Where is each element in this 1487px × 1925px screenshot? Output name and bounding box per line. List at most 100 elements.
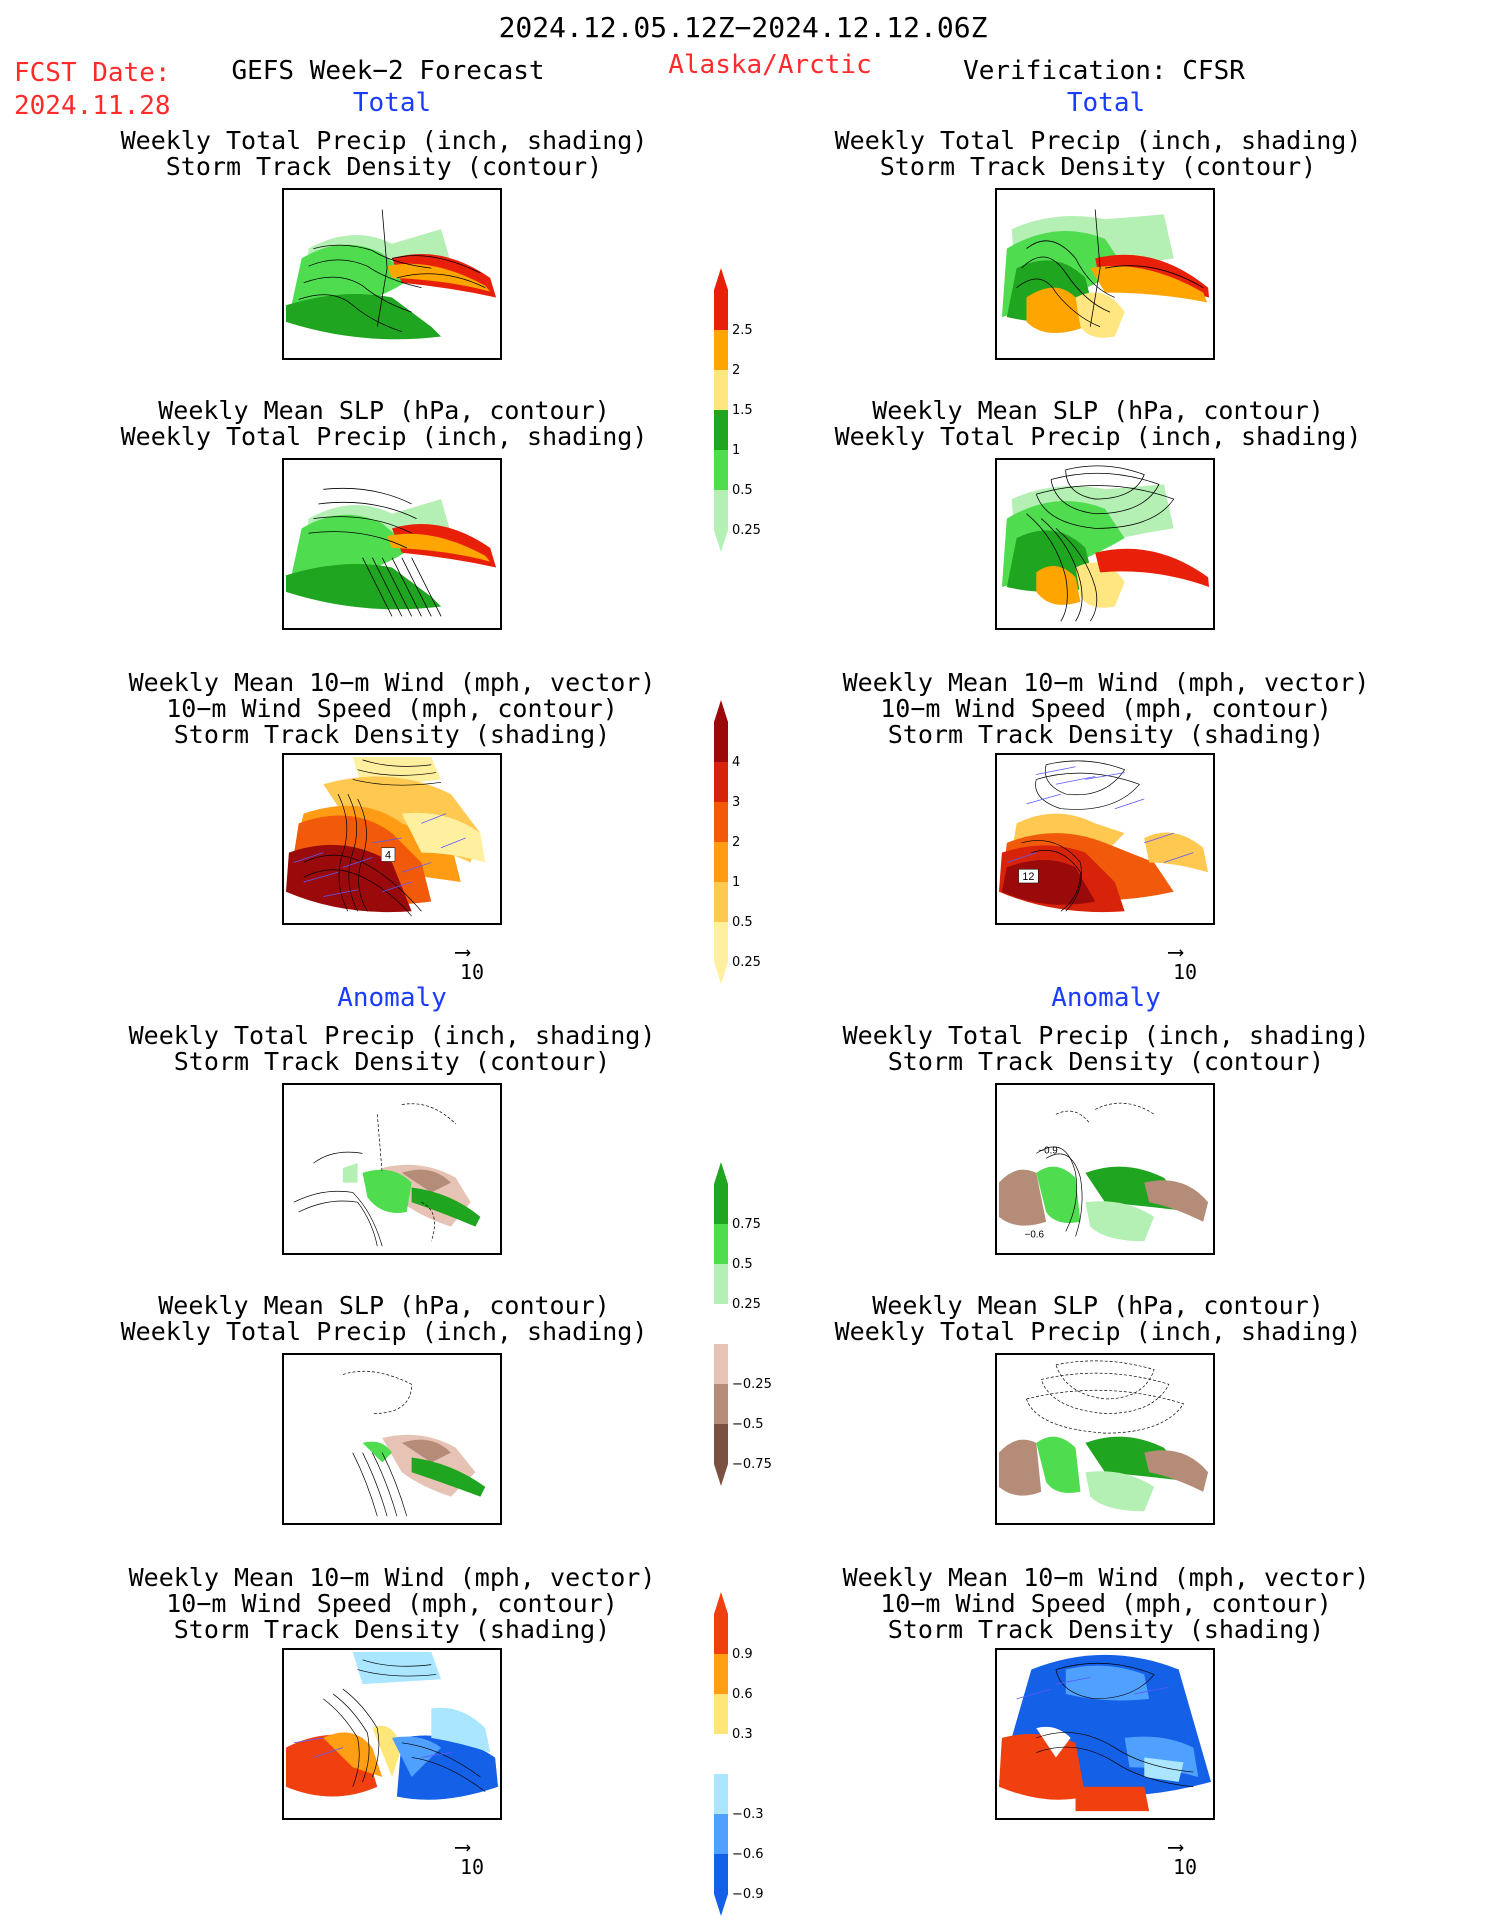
colorbar-box <box>714 842 728 882</box>
colorbar-box <box>714 490 728 530</box>
map-obs-wind-track-total: 12 <box>995 753 1215 925</box>
title-obs-slp-precip: Weekly Mean SLP (hPa, contour) Weekly Tot… <box>834 396 1362 451</box>
fcst-date-value: 2024.11.28 <box>14 91 171 121</box>
vector-ref-arrow-icon: ⟶ <box>1169 1835 1183 1860</box>
map-obs-slp-precip-total <box>995 458 1215 630</box>
colorbar-svg: 2.5 2 1.5 1 0.5 0.25 <box>714 268 761 552</box>
colorbar-box <box>714 882 728 922</box>
colorbar-precip-anom: 0.75 0.5 0.25 −0.25 −0.5 −0.75 <box>714 1162 784 1490</box>
colorbar-tick-label: 3 <box>732 795 740 810</box>
map-fcst-wind-track-total: 4 <box>282 753 502 925</box>
colorbar-tick-label: −0.5 <box>732 1417 764 1432</box>
colorbar-svg: 0.9 0.6 0.3 −0.3 −0.6 −0.9 <box>714 1592 764 1916</box>
colorbar-box <box>714 1344 728 1384</box>
map-obs-precip-track-anom: −0.9 −0.6 <box>995 1083 1215 1255</box>
colorbar-tick-label: 0.25 <box>732 1297 761 1312</box>
colorbar-track-anom: 0.9 0.6 0.3 −0.3 −0.6 −0.9 <box>714 1592 784 1920</box>
colorbar-box <box>714 370 728 410</box>
map-obs-slp-precip-anom <box>995 1353 1215 1525</box>
colorbar-top-cap <box>714 1162 728 1184</box>
colorbar-tick-label: 2 <box>732 363 740 378</box>
colorbar-tick-label: −0.75 <box>732 1457 772 1472</box>
colorbar-tick-label: 0.25 <box>732 955 761 970</box>
colorbar-box <box>714 450 728 490</box>
map-obs-precip-track-total <box>995 188 1215 360</box>
colorbar-bottom-cap <box>714 1464 728 1486</box>
colorbar-box <box>714 1694 728 1734</box>
date-range: 2024.12.05.12Z−2024.12.12.06Z <box>498 11 988 44</box>
colorbar-box <box>714 1774 728 1814</box>
colorbar-tick-label: 0.75 <box>732 1217 761 1232</box>
title-obs-wind-track-anom: Weekly Mean 10−m Wind (mph, vector) 10−m … <box>842 1563 1370 1644</box>
map-fcst-slp-precip-anom <box>282 1353 502 1525</box>
colorbar-tick-label: 0.5 <box>732 483 753 498</box>
colorbar-precip-total: 2.5 2 1.5 1 0.5 0.25 <box>714 268 784 556</box>
colorbar-box <box>714 1654 728 1694</box>
vector-ref-fcst-total: ⟶ 10 <box>456 940 485 985</box>
colorbar-box <box>714 922 728 962</box>
section-total-right: Total <box>1066 88 1146 118</box>
colorbar-box <box>714 1264 728 1304</box>
title-fcst-precip-track-anom: Weekly Total Precip (inch, shading) Storm… <box>128 1021 656 1076</box>
vector-ref-arrow-icon: ⟶ <box>456 1835 470 1860</box>
colorbar-box <box>714 1304 728 1344</box>
vector-ref-arrow-icon: ⟶ <box>456 940 470 965</box>
colorbar-tick-label: −0.6 <box>732 1847 764 1862</box>
colorbar-bottom-cap <box>714 962 728 984</box>
vector-ref-obs-total: ⟶ 10 <box>1169 940 1198 985</box>
section-total-left: Total <box>352 88 432 118</box>
colorbar-tick-label: 1 <box>732 443 740 458</box>
fcst-date-label: FCST Date: <box>14 58 171 88</box>
map-fcst-precip-track-total <box>282 188 502 360</box>
colorbar-track-total: 4 3 2 1 0.5 0.25 <box>714 700 784 988</box>
colorbar-svg: 0.75 0.5 0.25 −0.25 −0.5 −0.75 <box>714 1162 772 1486</box>
verification-title: Verification: CFSR <box>963 56 1245 86</box>
colorbar-box <box>714 1614 728 1654</box>
colorbar-box <box>714 1814 728 1854</box>
title-fcst-slp-precip-anom: Weekly Mean SLP (hPa, contour) Weekly Tot… <box>120 1291 648 1346</box>
section-anomaly-left: Anomaly <box>337 983 447 1013</box>
colorbar-tick-label: 0.5 <box>732 1257 753 1272</box>
obs-anom-label-a: −0.9 <box>1038 1145 1057 1156</box>
map-fcst-wind-track-anom <box>282 1648 502 1820</box>
colorbar-svg: 4 3 2 1 0.5 0.25 <box>714 700 761 984</box>
colorbar-tick-label: 0.6 <box>732 1687 753 1702</box>
colorbar-box <box>714 1854 728 1894</box>
title-fcst-wind-track-anom: Weekly Mean 10−m Wind (mph, vector) 10−m … <box>128 1563 656 1644</box>
map-fcst-precip-track-anom <box>282 1083 502 1255</box>
title-fcst-precip-track: Weekly Total Precip (inch, shading) Storm… <box>120 126 648 181</box>
colorbar-tick-label: 2 <box>732 835 740 850</box>
title-fcst-slp-precip: Weekly Mean SLP (hPa, contour) Weekly Tot… <box>120 396 648 451</box>
colorbar-box <box>714 1184 728 1224</box>
colorbar-tick-label: −0.25 <box>732 1377 772 1392</box>
colorbar-tick-label: 1 <box>732 875 740 890</box>
colorbar-tick-label: 0.3 <box>732 1727 753 1742</box>
colorbar-box <box>714 290 728 330</box>
colorbar-tick-label: −0.9 <box>732 1887 764 1902</box>
colorbar-bottom-cap <box>714 530 728 552</box>
colorbar-box <box>714 1424 728 1464</box>
colorbar-tick-label: 4 <box>732 755 740 770</box>
region-title: Alaska/Arctic <box>668 50 872 80</box>
colorbar-box <box>714 330 728 370</box>
colorbar-top-cap <box>714 1592 728 1614</box>
colorbar-box <box>714 410 728 450</box>
colorbar-box <box>714 1384 728 1424</box>
title-obs-precip-track: Weekly Total Precip (inch, shading) Storm… <box>834 126 1362 181</box>
colorbar-tick-label: 2.5 <box>732 323 753 338</box>
colorbar-tick-label: 1.5 <box>732 403 753 418</box>
colorbar-tick-label: 0.25 <box>732 523 761 538</box>
colorbar-top-cap <box>714 268 728 290</box>
colorbar-box <box>714 802 728 842</box>
colorbar-box <box>714 762 728 802</box>
vector-ref-fcst-anom: ⟶ 10 <box>456 1835 485 1880</box>
colorbar-box <box>714 1734 728 1774</box>
vector-ref-arrow-icon: ⟶ <box>1169 940 1183 965</box>
fcst-wind-contour-label: 4 <box>385 850 391 862</box>
colorbar-tick-label: 0.9 <box>732 1647 753 1662</box>
map-obs-wind-track-anom <box>995 1648 1215 1820</box>
colorbar-tick-label: 0.5 <box>732 915 753 930</box>
obs-anom-label-b: −0.6 <box>1025 1229 1045 1240</box>
title-obs-wind-track: Weekly Mean 10−m Wind (mph, vector) 10−m … <box>842 668 1370 749</box>
obs-wind-contour-label: 12 <box>1022 871 1034 883</box>
